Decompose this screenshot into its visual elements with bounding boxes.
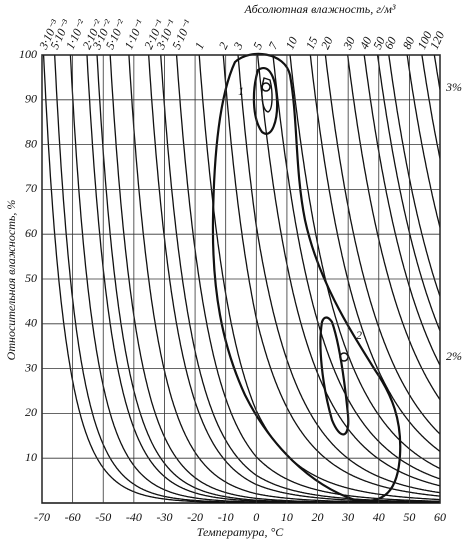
x-tick-label: 0 bbox=[253, 510, 259, 524]
x-tick-label: 40 bbox=[373, 510, 385, 524]
humidity-curve-label: 120 bbox=[427, 29, 447, 51]
humidity-curve-label: 40 bbox=[357, 35, 375, 52]
humidity-curve-label: 30 bbox=[340, 35, 358, 53]
x2-axis-title: Абсолютная влажность, г/м³ bbox=[243, 2, 395, 16]
y-tick-label: 50 bbox=[25, 271, 37, 285]
y-tick-label: 40 bbox=[25, 316, 37, 330]
humidity-curve-label: 20 bbox=[318, 35, 336, 52]
humidity-curve-label: 10 bbox=[283, 35, 301, 52]
humidity-curve-label: 50 bbox=[370, 35, 388, 52]
y-tick-label: 70 bbox=[25, 181, 37, 195]
humidity-curve bbox=[363, 55, 440, 366]
y-tick-label: 80 bbox=[25, 136, 37, 150]
humidity-curve bbox=[309, 55, 440, 452]
x-tick-label: 20 bbox=[312, 510, 324, 524]
humidity-curve bbox=[289, 55, 440, 470]
humidity-curve bbox=[388, 55, 440, 297]
x-tick-label: 10 bbox=[281, 510, 293, 524]
point-1 bbox=[261, 82, 271, 92]
humidity-curve bbox=[421, 55, 440, 159]
humidity-curve-label: 2 bbox=[216, 40, 231, 51]
x-axis-title: Температура, °C bbox=[197, 525, 285, 539]
contour-2 bbox=[319, 316, 350, 436]
humidity-curve-label: 60 bbox=[381, 35, 399, 52]
outer-contour bbox=[211, 52, 402, 502]
x-tick-label: -70 bbox=[34, 510, 50, 524]
y-tick-label: 10 bbox=[25, 450, 37, 464]
y-tick-label: 30 bbox=[24, 360, 37, 374]
annotation: 3% bbox=[445, 80, 462, 94]
humidity-curve-label: 5 bbox=[250, 40, 265, 51]
y-tick-label: 60 bbox=[25, 226, 37, 240]
humidity-curve bbox=[198, 55, 440, 501]
x-tick-label: -10 bbox=[218, 510, 234, 524]
humidity-curve bbox=[347, 55, 440, 401]
curves bbox=[42, 55, 440, 503]
humidity-curve-label: 1 bbox=[192, 40, 207, 51]
humidity-curve-label: 100 bbox=[414, 29, 434, 51]
humidity-curve bbox=[175, 55, 440, 502]
humidity-curve bbox=[272, 55, 440, 480]
y-tick-label: 100 bbox=[19, 47, 37, 61]
humidity-curve bbox=[406, 55, 440, 228]
humidity-curve bbox=[222, 55, 440, 497]
humidity-curve bbox=[128, 55, 440, 503]
y-tick-label: 90 bbox=[25, 92, 37, 106]
x-tick-label: 30 bbox=[341, 510, 354, 524]
humidity-curve bbox=[433, 55, 440, 90]
x-tick-label: -20 bbox=[187, 510, 203, 524]
x-tick-label: -40 bbox=[126, 510, 142, 524]
x-tick-label: -30 bbox=[156, 510, 172, 524]
contour-1-inner bbox=[261, 77, 273, 113]
humidity-curve bbox=[237, 55, 440, 494]
x-tick-label: 60 bbox=[434, 510, 446, 524]
humidity-curve bbox=[160, 55, 440, 503]
annotation: 1 bbox=[238, 84, 244, 98]
humidity-curve-label: 15 bbox=[303, 35, 321, 52]
humidity-curve bbox=[376, 55, 440, 332]
y-tick-label: 20 bbox=[25, 405, 37, 419]
humidity-curve-label: 80 bbox=[400, 35, 418, 52]
annotation: 2 bbox=[356, 328, 362, 342]
humidity-curve-label: 7 bbox=[266, 39, 282, 51]
x-tick-label: -60 bbox=[65, 510, 81, 524]
contour-1 bbox=[252, 67, 279, 135]
x-tick-label: -50 bbox=[95, 510, 111, 524]
y-axis-title: Относительная влажность, % bbox=[4, 200, 18, 361]
annotation: 2% bbox=[446, 349, 462, 363]
humidity-curve-label: 3 bbox=[230, 40, 246, 52]
x-tick-label: 50 bbox=[403, 510, 415, 524]
humidity-curve bbox=[324, 55, 440, 435]
